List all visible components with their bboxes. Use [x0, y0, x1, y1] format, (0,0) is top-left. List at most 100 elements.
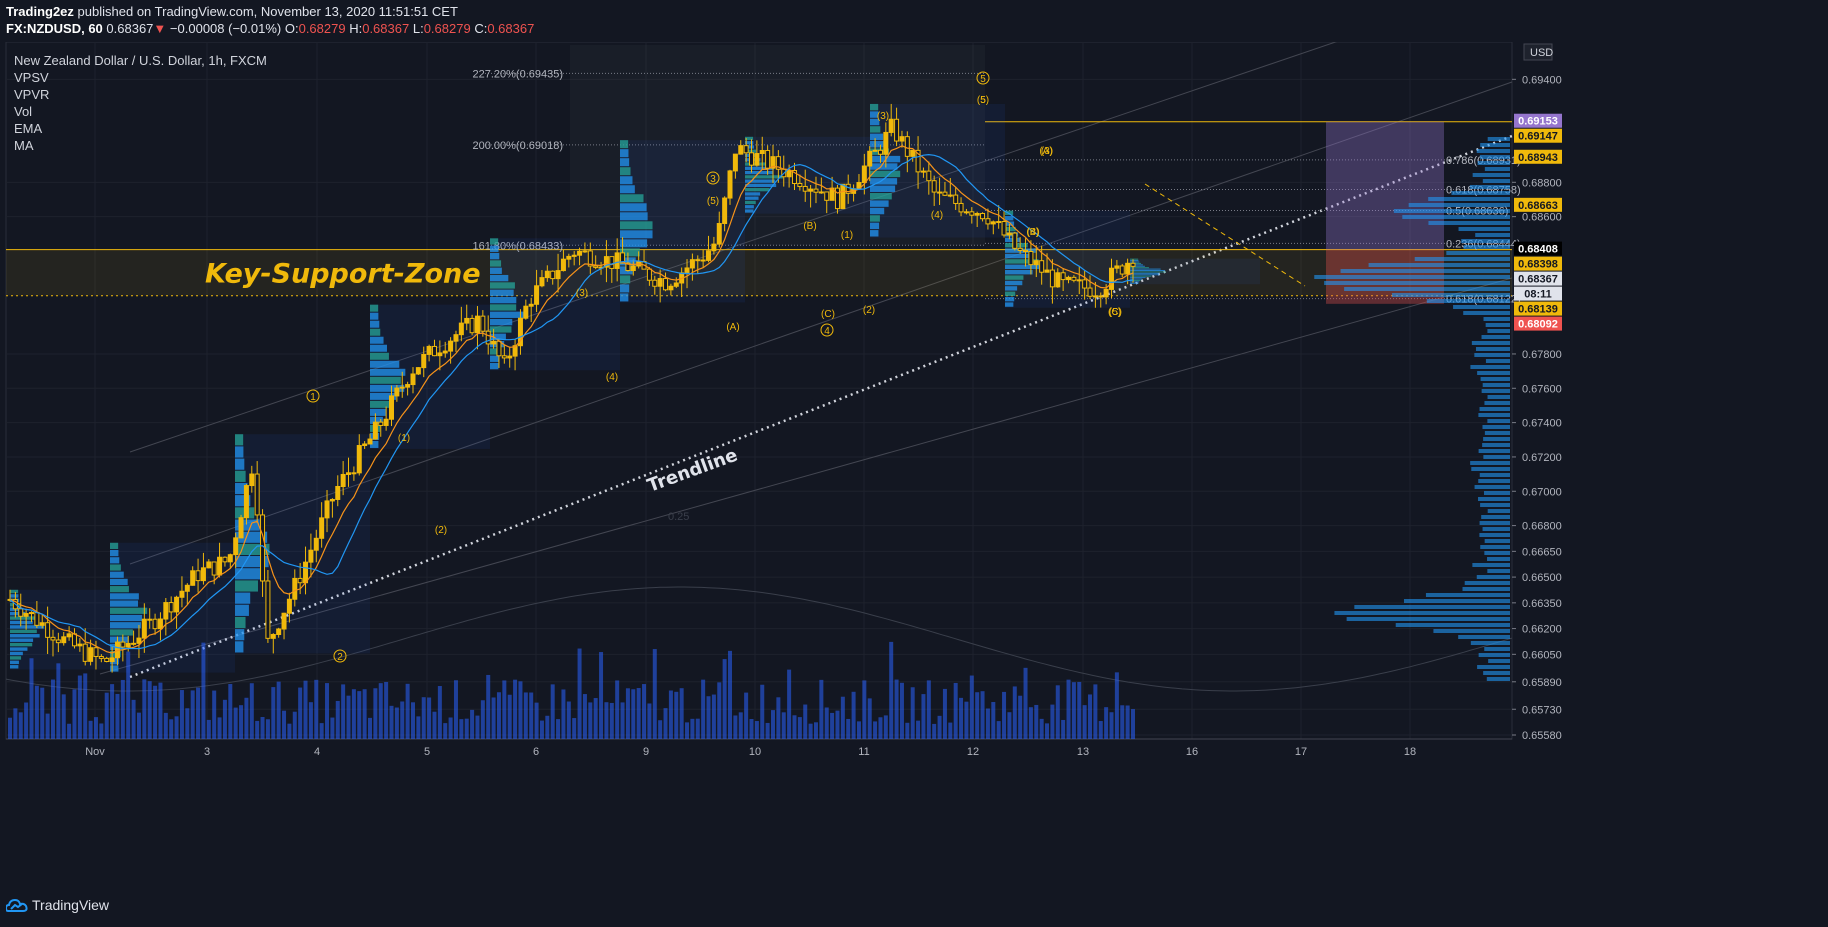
volume-bar	[1007, 712, 1012, 739]
profile-bar	[370, 400, 393, 408]
volume-bar	[163, 712, 168, 739]
x-tick-label: 12	[967, 746, 979, 758]
candle-body	[1066, 276, 1072, 281]
profile-bar	[870, 163, 898, 170]
volume-bar	[937, 715, 942, 739]
volume-bar	[819, 679, 824, 739]
vpvr-bar	[1395, 623, 1510, 627]
volume-bar	[717, 682, 722, 739]
volume-bar	[67, 723, 72, 739]
candle-body	[775, 156, 781, 170]
candle-body	[684, 267, 690, 274]
publisher-name[interactable]: Trading2ez	[6, 4, 74, 19]
volume-bar	[744, 692, 749, 739]
vpvr-bar	[1478, 449, 1510, 453]
profile-bar	[490, 252, 500, 260]
volume-bar	[147, 681, 152, 739]
candle-body	[1017, 247, 1023, 251]
profile-bar	[870, 207, 885, 215]
vpvr-bar	[1476, 575, 1510, 579]
volume-bar	[459, 719, 464, 739]
volume-bar	[378, 683, 383, 739]
vpvr-bar	[1478, 479, 1510, 483]
legend-title[interactable]: New Zealand Dollar / U.S. Dollar, 1h, FX…	[14, 53, 267, 68]
tradingview-logo[interactable]: TradingView	[6, 897, 109, 913]
candle-body	[770, 156, 776, 169]
vpvr-bar	[1368, 263, 1510, 267]
vpvr-bar	[1483, 317, 1510, 321]
symbol-label[interactable]: FX:NZDUSD, 60	[6, 21, 103, 36]
volume-bar	[421, 697, 426, 739]
vpvr-bar	[1482, 443, 1510, 447]
candle-body	[415, 367, 421, 375]
candle-body	[1071, 276, 1077, 281]
volume-bar	[856, 721, 861, 739]
candle-body	[335, 486, 341, 500]
price-badge	[1514, 286, 1562, 301]
candle-body	[958, 202, 964, 213]
candle-body	[926, 170, 932, 182]
legend-indicator-vol[interactable]: Vol	[14, 104, 33, 119]
wave-label: 2	[337, 652, 343, 663]
volume-bar	[808, 723, 813, 739]
legend-indicator-ma[interactable]: MA	[14, 138, 34, 153]
profile-bar	[620, 203, 647, 212]
profile-bar	[620, 239, 648, 248]
candle-body	[512, 345, 518, 357]
candle-body	[706, 250, 712, 261]
profile-bar	[490, 267, 502, 274]
wave-circle	[706, 171, 720, 185]
candle-body	[1076, 279, 1082, 282]
profile-bar	[110, 607, 148, 614]
candle-body	[491, 340, 497, 345]
volume-bar	[631, 689, 636, 739]
legend-indicator-vpsv[interactable]: VPSV	[14, 70, 49, 85]
candle-body	[582, 250, 588, 253]
candle-body	[206, 561, 212, 569]
candle-body	[329, 498, 335, 502]
y-tick-label: 0.67600	[1522, 383, 1562, 395]
wave-label: (3)	[877, 111, 889, 122]
vpvr-bar	[1476, 149, 1510, 153]
vpvr-bar	[1314, 275, 1510, 279]
profile-bar	[870, 215, 880, 222]
candle-body	[109, 657, 115, 663]
candle-body	[625, 262, 631, 272]
price-badge-label: 0.68943	[1518, 152, 1558, 164]
candle-body	[297, 577, 303, 584]
legend-indicator-vpvr[interactable]: VPVR	[14, 87, 50, 102]
candle-body	[1119, 265, 1125, 275]
profile-bar	[370, 384, 405, 392]
candle-body	[458, 322, 464, 336]
vpvr-bar	[1344, 287, 1510, 291]
candle-body	[399, 386, 405, 389]
vpvr-bar	[1483, 671, 1510, 675]
volume-bar	[636, 688, 641, 739]
profile-bar	[110, 600, 139, 607]
candle-body	[104, 657, 110, 663]
volume-bar	[276, 681, 281, 739]
candle-body	[539, 277, 545, 287]
candle-body	[673, 282, 679, 287]
volume-bar	[255, 720, 260, 739]
price-chart[interactable]: 0.69400 0.68800 0.68600 0.67800 0.67600 0.674…	[0, 42, 1828, 890]
legend-indicator-ema[interactable]: EMA	[14, 121, 43, 136]
currency-label: USD	[1530, 47, 1553, 59]
x-tick-label: 10	[749, 746, 761, 758]
profile-bar	[235, 556, 269, 568]
profile-bar	[10, 594, 19, 598]
profile-bar	[235, 434, 244, 446]
volume-bar	[991, 702, 996, 739]
profile-bar	[1005, 291, 1016, 296]
volume-bar	[432, 711, 437, 739]
candle-body	[668, 285, 674, 291]
volume-bar	[1109, 712, 1114, 739]
x-tick-label: 3	[204, 746, 210, 758]
price-badge-label: 0.68663	[1518, 200, 1558, 212]
profile-bar	[745, 200, 756, 205]
vpvr-bar	[1408, 203, 1510, 207]
profile-bar	[235, 641, 244, 653]
volume-bar	[749, 719, 754, 739]
profile-bar	[235, 592, 251, 604]
volume-bar	[792, 715, 797, 739]
